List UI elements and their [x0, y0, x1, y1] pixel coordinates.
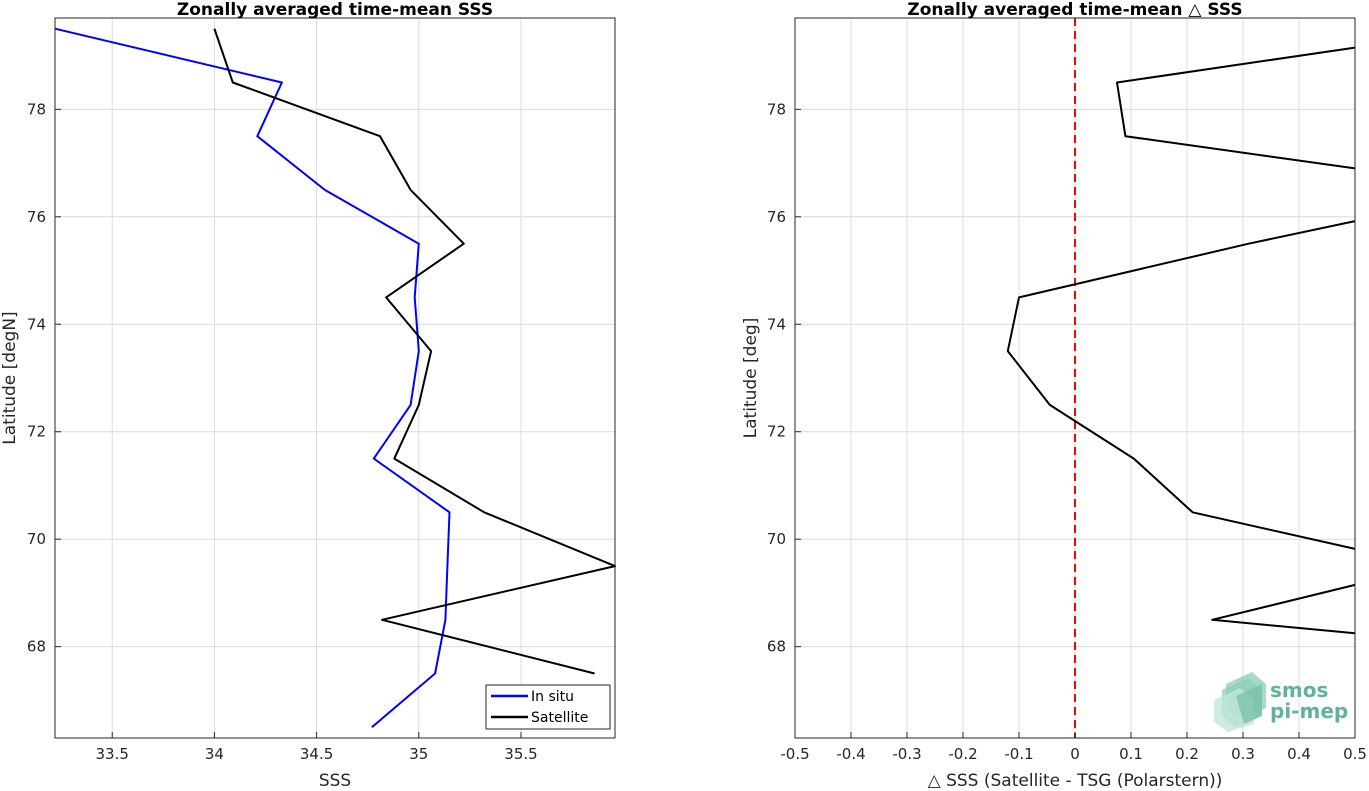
- right-x-ticks: -0.5 -0.4 -0.3 -0.2 -0.1 0 0.1 0.2 0.3 0.4 0.5: [780, 732, 1367, 763]
- right-series-line-delta: [1006, 220, 1356, 550]
- right-y-tick-label: 78: [767, 100, 786, 118]
- right-x-tick-label: -0.1: [1004, 745, 1033, 763]
- right-series-line-delta: [1211, 583, 1356, 635]
- left-grid: [55, 18, 615, 738]
- right-x-tick-label: 0: [1070, 745, 1080, 763]
- left-x-tick-label: 35: [409, 745, 428, 763]
- right-grid: [794, 18, 1356, 738]
- left-x-tick-label: 35.5: [504, 745, 537, 763]
- left-y-axis-label: Latitude [degN]: [0, 311, 20, 444]
- right-series-group: [1006, 46, 1356, 635]
- right-y-tick-label: 70: [767, 530, 786, 548]
- right-x-tick-label: 0.3: [1231, 745, 1255, 763]
- right-x-axis-label: △ SSS (Satellite - TSG (Polarstern)): [928, 771, 1223, 791]
- right-x-tick-label: -0.5: [780, 745, 809, 763]
- right-x-tick-label: -0.3: [892, 745, 921, 763]
- left-y-tick-label: 74: [27, 315, 46, 333]
- left-x-tick-label: 34: [205, 745, 224, 763]
- right-x-tick-label: 0.5: [1343, 745, 1367, 763]
- right-chart-title: Zonally averaged time-mean △ SSS: [907, 0, 1242, 20]
- left-y-tick-label: 68: [27, 638, 46, 656]
- left-y-tick-label: 78: [27, 100, 46, 118]
- right-y-axis-label: Latitude [deg]: [741, 318, 761, 439]
- left-x-axis-label: SSS: [319, 771, 351, 791]
- logo-text-pimep: pi-mep: [1270, 699, 1348, 723]
- left-y-tick-label: 76: [27, 208, 46, 226]
- right-y-ticks: 68 70 72 74 76 78: [767, 100, 801, 656]
- legend-box: [485, 684, 611, 730]
- smos-pimep-logo: smos pi-mep: [1214, 672, 1348, 732]
- right-panel: smos pi-mep -0.5 -0.4 -0.3 -0.2 -0.1 0 0.1 0.2 0…: [741, 0, 1367, 791]
- logo-text-smos: smos: [1270, 678, 1328, 702]
- left-plot-area: [55, 18, 615, 738]
- left-x-tick-label: 33.5: [96, 745, 129, 763]
- right-x-tick-label: 0.1: [1119, 745, 1143, 763]
- right-x-tick-label: -0.2: [948, 745, 977, 763]
- right-y-tick-label: 68: [767, 638, 786, 656]
- right-x-tick-label: 0.2: [1175, 745, 1199, 763]
- left-y-tick-label: 72: [27, 423, 46, 441]
- right-series-line-delta: [1116, 46, 1356, 170]
- left-axes-box: [54, 17, 616, 739]
- left-chart-title: Zonally averaged time-mean SSS: [177, 0, 493, 20]
- left-y-tick-label: 70: [27, 530, 46, 548]
- left-series-line-in-situ: [54, 27, 451, 729]
- left-panel: 33.5 34 34.5 35 35.5 68 70 72 74 76 78 Zonally av…: [0, 0, 616, 791]
- right-y-tick-label: 74: [767, 315, 786, 333]
- right-y-tick-label: 72: [767, 423, 786, 441]
- legend-label-satellite: Satellite: [531, 710, 588, 726]
- left-x-ticks: 33.5 34 34.5 35 35.5: [96, 732, 538, 763]
- right-x-tick-label: -0.4: [836, 745, 865, 763]
- legend: In situ Satellite: [485, 684, 611, 730]
- left-y-ticks: 68 70 72 74 76 78: [27, 100, 61, 656]
- right-y-tick-label: 76: [767, 208, 786, 226]
- right-x-tick-label: 0.4: [1287, 745, 1311, 763]
- logo-cube-icon: [1214, 672, 1266, 732]
- legend-label-in-situ: In situ: [531, 689, 574, 705]
- left-x-tick-label: 34.5: [300, 745, 333, 763]
